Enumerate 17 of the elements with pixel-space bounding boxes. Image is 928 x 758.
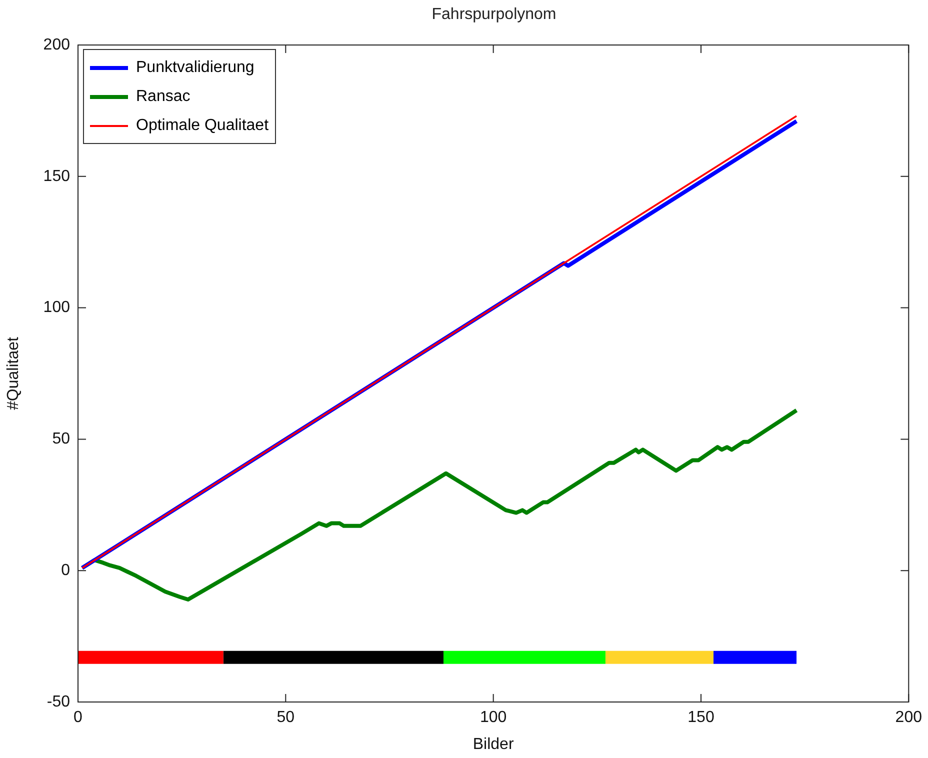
legend-label: Punktvalidierung: [136, 58, 254, 76]
chart-title: Fahrspurpolynom: [430, 6, 558, 24]
x-tick-label: 0: [74, 709, 83, 726]
y-tick-label: 50: [52, 430, 70, 448]
legend-label: Ransac: [136, 88, 190, 106]
y-tick-label: 150: [43, 168, 70, 185]
y-tick-label: 0: [61, 562, 70, 580]
y-tick-label: -50: [46, 693, 70, 710]
y-tick-label: 200: [43, 36, 70, 54]
y-tick-label: 100: [43, 299, 70, 316]
x-tick-label: 200: [895, 709, 922, 726]
x-tick-label: 100: [480, 709, 507, 726]
x-axis-title: Bilder: [472, 736, 514, 753]
x-tick-label: 150: [688, 709, 714, 726]
y-axis-title: #Qualitaet: [5, 336, 22, 410]
x-tick-label: 50: [276, 709, 295, 726]
legend-label: Optimale Qualitaet: [136, 116, 269, 134]
